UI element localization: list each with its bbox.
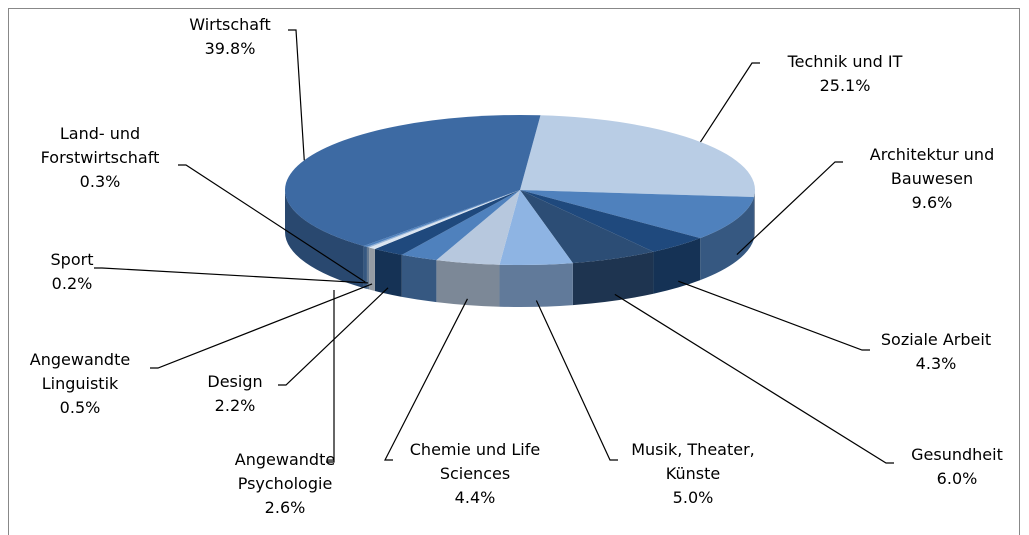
pie-side: [436, 260, 500, 307]
pie-slice: [436, 190, 520, 265]
data-label: Wirtschaft 39.8%: [170, 13, 290, 61]
value-label: 4.4%: [454, 488, 496, 507]
pie-side: [374, 249, 402, 297]
pie-slice: [369, 190, 520, 250]
leader-line: [94, 267, 369, 284]
data-label: Architektur und Bauwesen 9.6%: [842, 143, 1022, 215]
category-label: Gesundheit: [911, 445, 1003, 464]
pie-slice: [363, 190, 520, 247]
pie-slice: [499, 190, 573, 266]
category-label: Soziale Arbeit: [880, 330, 992, 349]
pie-side: [369, 247, 375, 292]
category-label: Musik, Theater, Künste: [631, 440, 755, 483]
pie-slice: [520, 115, 755, 198]
pie-slice: [520, 190, 754, 239]
leader-line: [535, 300, 618, 461]
leader-line: [326, 290, 335, 463]
category-label: Angewandte Psychologie: [234, 450, 336, 493]
value-label: 2.2%: [214, 396, 256, 415]
category-label: Wirtschaft: [189, 15, 271, 34]
data-label: Design 2.2%: [200, 370, 270, 418]
category-label: Technik und IT: [787, 52, 903, 71]
data-label: Soziale Arbeit 4.3%: [851, 328, 1021, 376]
pie-side: [499, 263, 573, 308]
leader-line: [150, 283, 373, 369]
category-label: Chemie und Life Sciences: [409, 440, 541, 483]
pie-side: [572, 251, 654, 306]
leader-line: [384, 298, 468, 461]
leader-line: [278, 287, 389, 386]
leader-line: [736, 161, 843, 256]
pie-side: [700, 197, 754, 281]
pie-side: [653, 238, 701, 294]
category-label: Angewandte Linguistik: [29, 350, 131, 393]
category-label: Land- und Forstwirtschaft: [40, 124, 160, 167]
data-label: Land- und Forstwirtschaft 0.3%: [10, 122, 190, 194]
leader-line: [614, 293, 894, 464]
value-label: 0.2%: [51, 274, 93, 293]
pie-side: [401, 254, 437, 303]
pie-side: [753, 190, 755, 240]
data-label: Gesundheit 6.0%: [887, 443, 1027, 491]
data-label: Chemie und Life Sciences 4.4%: [390, 438, 560, 510]
pie-slice: [520, 190, 654, 264]
category-label: Design: [207, 372, 263, 391]
leader-line: [699, 62, 760, 143]
pie-slice: [520, 190, 701, 252]
data-label: Angewandte Linguistik 0.5%: [10, 348, 150, 420]
pie-slice: [401, 190, 520, 261]
value-label: 9.6%: [911, 193, 953, 212]
value-label: 39.8%: [204, 39, 256, 58]
value-label: 25.1%: [819, 76, 871, 95]
data-label: Technik und IT 25.1%: [755, 50, 935, 98]
value-label: 2.6%: [264, 498, 306, 517]
value-label: 4.3%: [915, 354, 957, 373]
value-label: 0.3%: [79, 172, 121, 191]
category-label: Sport: [50, 250, 94, 269]
value-label: 0.5%: [59, 398, 101, 417]
value-label: 6.0%: [936, 469, 978, 488]
data-label: Musik, Theater, Künste 5.0%: [608, 438, 778, 510]
data-label: Sport 0.2%: [37, 248, 107, 296]
leader-line: [178, 164, 366, 283]
value-label: 5.0%: [672, 488, 714, 507]
pie-slice: [366, 190, 520, 248]
category-label: Architektur und Bauwesen: [869, 145, 995, 188]
pie-side: [366, 246, 370, 290]
data-label: Angewandte Psychologie 2.6%: [215, 448, 355, 520]
pie-side: [363, 245, 367, 289]
pie-side: [285, 190, 364, 288]
frame: [8, 8, 1020, 535]
leader-line: [678, 280, 870, 351]
leader-line: [288, 29, 305, 161]
pie-slice: [284, 114, 541, 246]
pie-slice: [374, 190, 520, 255]
